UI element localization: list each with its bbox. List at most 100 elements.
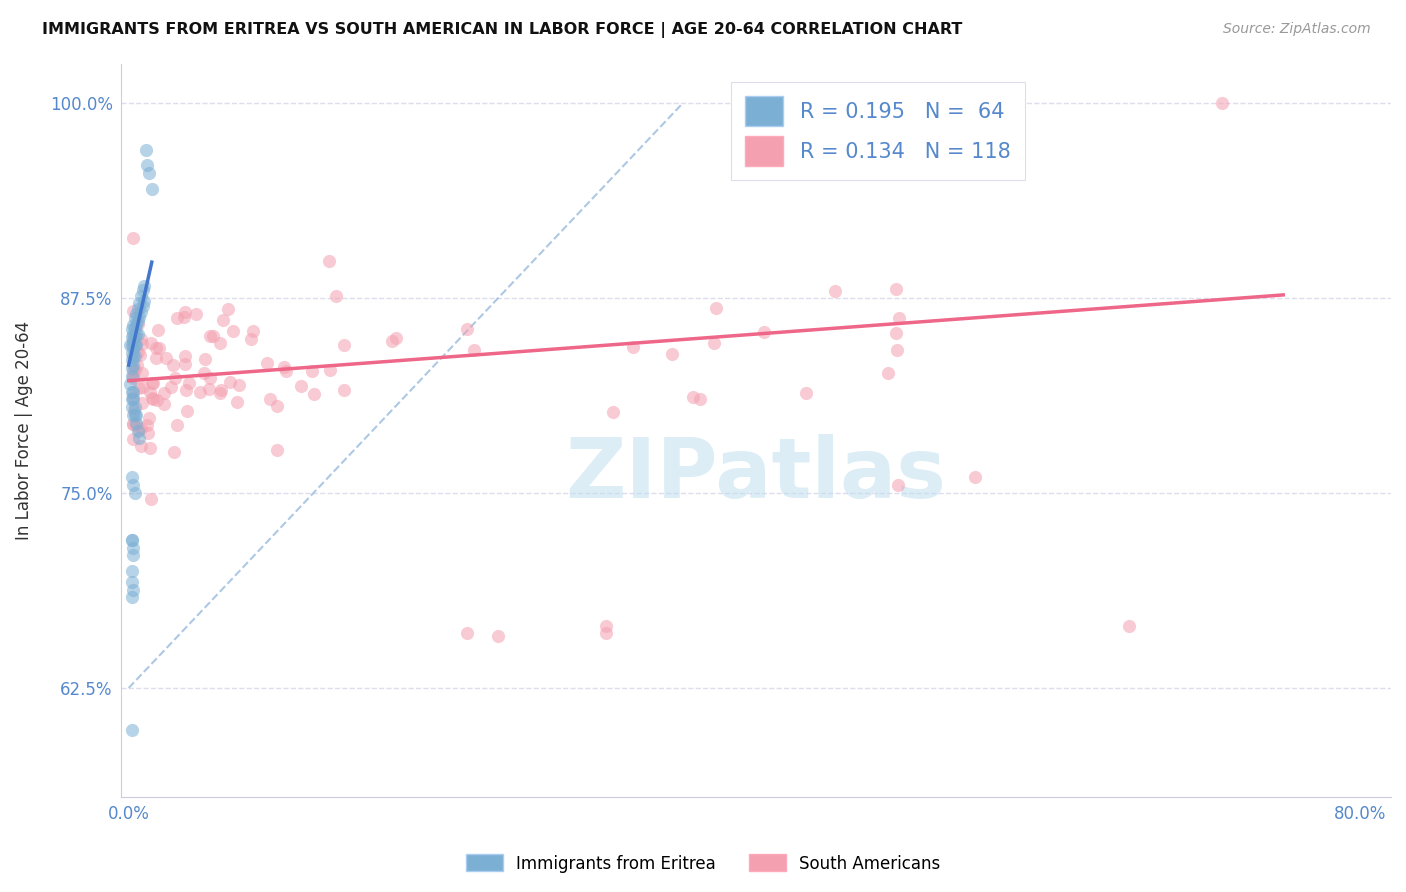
Point — [122, 341, 145, 355]
Point — [121, 392, 143, 407]
Point — [127, 345, 149, 359]
Point — [142, 392, 165, 407]
Point — [122, 369, 145, 384]
Point — [166, 417, 188, 432]
Point — [122, 478, 145, 492]
Point — [201, 328, 224, 343]
Point — [129, 289, 152, 303]
Point — [121, 533, 143, 547]
Point — [153, 386, 176, 401]
Point — [125, 326, 148, 341]
Point — [965, 470, 987, 484]
Y-axis label: In Labor Force | Age 20-64: In Labor Force | Age 20-64 — [15, 321, 32, 541]
Point — [129, 305, 152, 319]
Point — [136, 417, 159, 432]
Point — [138, 166, 160, 180]
Point — [122, 392, 145, 407]
Point — [155, 351, 177, 366]
Point — [125, 416, 148, 430]
Point — [122, 582, 145, 597]
Point — [176, 404, 198, 418]
Point — [122, 318, 145, 332]
Point — [124, 401, 146, 415]
Point — [689, 392, 711, 407]
Point — [122, 408, 145, 422]
Point — [240, 332, 263, 346]
Point — [122, 549, 145, 563]
Point — [127, 424, 149, 438]
Point — [122, 390, 145, 404]
Point — [703, 336, 725, 351]
Point — [125, 338, 148, 352]
Point — [145, 341, 167, 355]
Point — [121, 574, 143, 589]
Point — [142, 376, 165, 390]
Point — [259, 392, 281, 407]
Point — [273, 360, 295, 375]
Text: ZIPatlas: ZIPatlas — [565, 434, 946, 515]
Point — [159, 379, 181, 393]
Point — [138, 411, 160, 425]
Point — [136, 158, 159, 172]
Point — [131, 336, 153, 351]
Point — [595, 626, 617, 640]
Point — [131, 366, 153, 380]
Point — [124, 311, 146, 326]
Point — [121, 338, 143, 352]
Point — [884, 283, 907, 297]
Point — [132, 278, 155, 293]
Point — [146, 323, 169, 337]
Point — [121, 322, 143, 336]
Point — [124, 408, 146, 422]
Point — [121, 361, 143, 376]
Point — [122, 336, 145, 351]
Text: Source: ZipAtlas.com: Source: ZipAtlas.com — [1223, 22, 1371, 37]
Point — [121, 345, 143, 359]
Point — [301, 364, 323, 378]
Point — [121, 723, 143, 737]
Point — [121, 533, 143, 547]
Point — [122, 349, 145, 363]
Point — [218, 301, 240, 316]
Point — [325, 288, 347, 302]
Point — [139, 441, 162, 455]
Point — [141, 182, 163, 196]
Point — [886, 343, 908, 358]
Point — [266, 399, 288, 413]
Point — [122, 541, 145, 555]
Point — [595, 618, 617, 632]
Point — [128, 310, 150, 324]
Point — [152, 397, 174, 411]
Point — [127, 317, 149, 331]
Point — [146, 393, 169, 408]
Point — [132, 294, 155, 309]
Point — [129, 420, 152, 434]
Point — [128, 431, 150, 445]
Point — [256, 356, 278, 370]
Point — [333, 383, 356, 397]
Point — [193, 351, 215, 366]
Point — [122, 432, 145, 446]
Point — [824, 284, 846, 298]
Point — [121, 470, 143, 484]
Point — [122, 231, 145, 245]
Point — [228, 378, 250, 392]
Point — [124, 320, 146, 334]
Point — [887, 311, 910, 326]
Point — [319, 363, 342, 377]
Point — [129, 332, 152, 346]
Point — [266, 442, 288, 457]
Point — [127, 314, 149, 328]
Point — [333, 338, 356, 352]
Point — [463, 343, 485, 358]
Point — [188, 384, 211, 399]
Point — [124, 330, 146, 344]
Point — [163, 371, 186, 385]
Point — [486, 630, 509, 644]
Point — [122, 417, 145, 431]
Point — [145, 351, 167, 366]
Point — [209, 383, 232, 397]
Point — [226, 395, 249, 409]
Point — [706, 301, 728, 315]
Point — [177, 376, 200, 391]
